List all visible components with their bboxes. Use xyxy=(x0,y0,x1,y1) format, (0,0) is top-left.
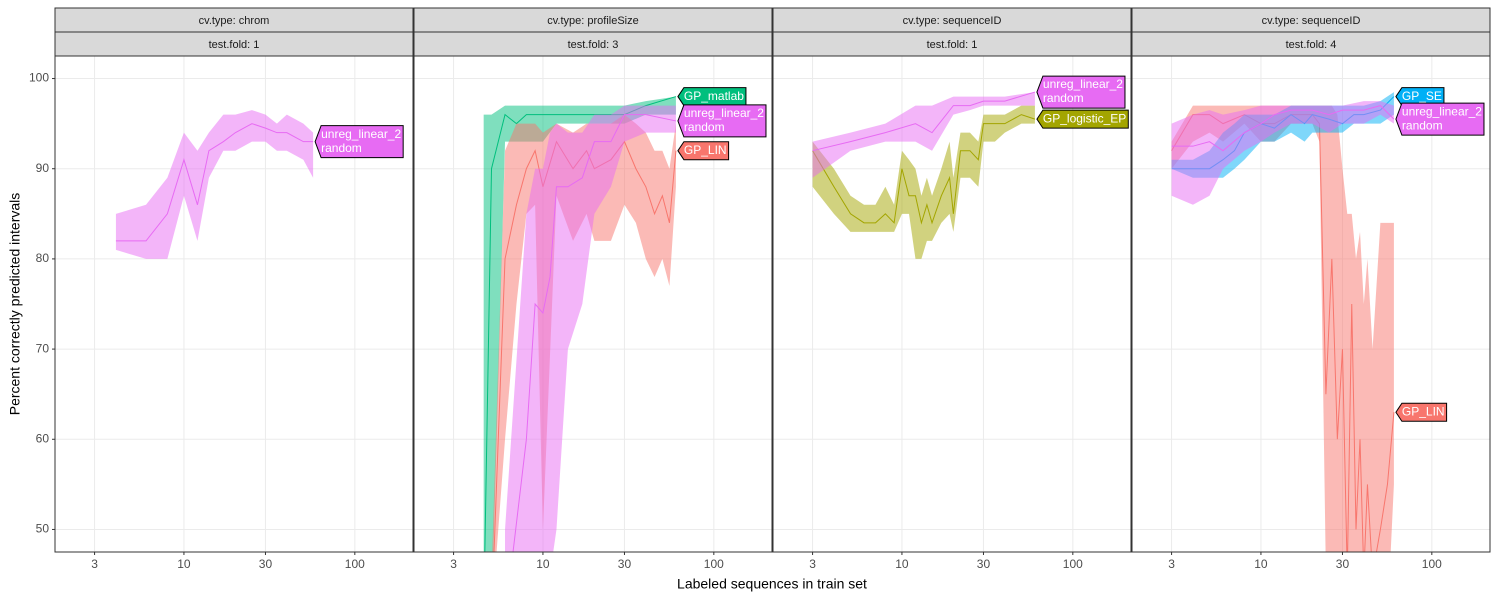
x-tick-label: 30 xyxy=(618,557,632,571)
series-label: GP_SE xyxy=(1402,89,1442,103)
panel-data xyxy=(812,91,1036,259)
x-axis-title: Labeled sequences in train set xyxy=(677,576,867,592)
strip-label: cv.type: sequenceID xyxy=(1262,15,1361,27)
x-tick-label: 3 xyxy=(91,557,98,571)
mean-line xyxy=(512,114,677,552)
confidence-band xyxy=(1171,101,1394,205)
series-label: GP_LIN xyxy=(684,143,727,157)
series-label-box xyxy=(677,104,767,138)
x-tick-label: 10 xyxy=(536,557,550,571)
x-tick-label: 3 xyxy=(809,557,816,571)
series-label: random xyxy=(684,120,725,134)
strip-label: test.fold: 4 xyxy=(1286,39,1337,51)
confidence-band xyxy=(483,96,676,552)
x-tick-label: 100 xyxy=(1422,557,1442,571)
strip xyxy=(1131,31,1491,57)
series-label: random xyxy=(1043,91,1084,105)
x-tick-label: 10 xyxy=(895,557,909,571)
y-tick-label: 90 xyxy=(36,161,50,175)
series-label: unreg_linear_2 xyxy=(1402,104,1482,118)
series-label-box xyxy=(1395,402,1448,422)
mean-line xyxy=(115,123,314,242)
series-label: unreg_linear_2 xyxy=(1043,77,1123,91)
series-label: random xyxy=(1402,118,1443,132)
y-tick-label: 80 xyxy=(36,251,50,265)
panel-data xyxy=(115,110,314,259)
confidence-band xyxy=(505,105,676,552)
series-label: unreg_linear_2 xyxy=(321,127,401,141)
series-label-box xyxy=(677,87,747,107)
y-tick-label: 50 xyxy=(36,522,50,536)
x-tick-label: 10 xyxy=(177,557,191,571)
series-label: unreg_linear_2 xyxy=(684,106,764,120)
strip xyxy=(413,7,773,33)
series-label: GP_LIN xyxy=(1402,404,1445,418)
strip-label: cv.type: profileSize xyxy=(547,15,639,27)
panel-data xyxy=(1171,92,1395,552)
panel-border xyxy=(772,55,1132,553)
strip xyxy=(54,31,414,57)
strip-label: cv.type: sequenceID xyxy=(903,15,1002,27)
series-label: GP_matlab xyxy=(684,89,744,103)
x-tick-label: 3 xyxy=(1168,557,1175,571)
y-tick-label: 100 xyxy=(29,71,49,85)
mean-line xyxy=(812,114,1036,225)
strip-label: test.fold: 1 xyxy=(209,39,260,51)
series-label-box xyxy=(314,125,404,159)
strip-label: test.fold: 3 xyxy=(568,39,619,51)
x-tick-label: 100 xyxy=(345,557,365,571)
confidence-band xyxy=(812,105,1035,259)
y-tick-label: 70 xyxy=(36,341,50,355)
strip xyxy=(1131,7,1491,33)
panel-border xyxy=(1131,55,1491,553)
series-label-box xyxy=(1395,87,1445,107)
mean-line xyxy=(1171,105,1395,152)
series-label: random xyxy=(321,141,362,155)
panel-border xyxy=(54,55,414,553)
x-tick-label: 100 xyxy=(704,557,724,571)
series-label: GP_logistic_EP xyxy=(1043,111,1126,125)
x-tick-label: 30 xyxy=(259,557,273,571)
x-tick-label: 10 xyxy=(1254,557,1268,571)
x-tick-label: 100 xyxy=(1063,557,1083,571)
series-label-box xyxy=(1395,102,1485,136)
confidence-band xyxy=(812,92,1035,178)
series-label-box xyxy=(677,141,730,161)
x-tick-label: 3 xyxy=(450,557,457,571)
strip-label: cv.type: chrom xyxy=(199,15,270,27)
y-axis-title: Percent correctly predicted intervals xyxy=(7,193,23,416)
series-label-box xyxy=(1036,109,1129,129)
strip xyxy=(413,31,773,57)
y-tick-label: 60 xyxy=(36,431,50,445)
x-tick-label: 30 xyxy=(977,557,991,571)
mean-line xyxy=(812,91,1036,152)
strip xyxy=(772,31,1132,57)
panel-data xyxy=(483,96,677,552)
confidence-band xyxy=(1171,105,1394,552)
x-tick-label: 30 xyxy=(1336,557,1350,571)
confidence-band xyxy=(115,110,314,259)
strip-label: test.fold: 1 xyxy=(927,39,978,51)
series-label-box xyxy=(1036,75,1126,109)
panel-border xyxy=(413,55,773,553)
